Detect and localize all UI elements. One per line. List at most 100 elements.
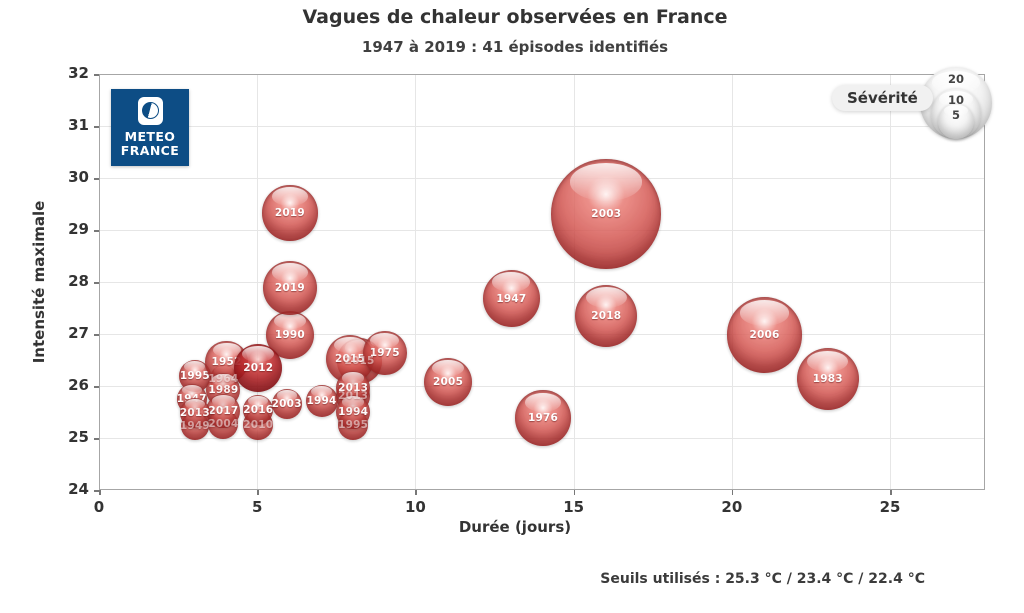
legend-size-circle-5	[938, 103, 974, 139]
x-tick-label-15: 15	[563, 498, 585, 516]
bubble-1947: 1947	[482, 269, 541, 328]
gridline-x-20	[731, 75, 733, 489]
bubble-label-faint: 1995	[338, 418, 369, 431]
gridline-x-10	[415, 75, 417, 489]
bubble-label: 2012	[243, 361, 274, 374]
bubble-label: 2003	[271, 398, 302, 411]
chart-title: Vagues de chaleur observées en France	[302, 6, 728, 28]
y-tick-label-29: 29	[68, 220, 89, 238]
bubble-label: 1952	[211, 356, 242, 369]
y-tick-label-30: 30	[68, 168, 89, 186]
bubble-label: 1989	[208, 384, 239, 397]
bubble-2006: 2006	[726, 297, 802, 373]
x-tick-label-10: 10	[404, 498, 426, 516]
bubble-2016: 2016	[243, 394, 274, 425]
y-tick-29	[94, 230, 99, 232]
meteo-france-icon	[137, 96, 163, 125]
logo-line2: FRANCE	[120, 143, 180, 158]
bubble-1983: 1983	[796, 348, 859, 411]
y-tick-label-31: 31	[68, 116, 89, 134]
x-tick-label-25: 25	[879, 498, 901, 516]
bubble-label: 2006	[749, 328, 780, 341]
logo-line1: METEO	[124, 128, 176, 144]
x-tick-0	[99, 490, 101, 495]
y-axis-label: Intensité maximale	[30, 200, 48, 364]
y-tick-28	[94, 282, 99, 284]
y-tick-26	[94, 386, 99, 388]
bubble-label: 2013	[179, 406, 210, 419]
bubble-label: 2019	[274, 206, 305, 219]
bubble-label: 1976	[527, 412, 558, 425]
gridline-y-29	[100, 230, 984, 231]
bubble-2003: 2003	[551, 158, 662, 269]
y-tick-label-32: 32	[68, 64, 89, 82]
x-tick-15	[573, 490, 576, 495]
legend-size-value-10: 10	[947, 93, 965, 108]
x-tick-label-5: 5	[251, 498, 263, 516]
bubble-1975: 1975	[362, 331, 407, 376]
x-tick-10	[415, 490, 417, 495]
bubble-label: 2015	[334, 352, 365, 365]
bubble-2019: 2019	[262, 185, 318, 241]
bubble-2012: 2012	[234, 343, 283, 392]
bubble-2017: 2017	[206, 393, 241, 428]
bubble-label-faint: 1964	[208, 373, 239, 386]
gridline-x-25	[890, 75, 892, 489]
x-tick-5	[257, 490, 259, 495]
bubble-label: 2016	[243, 403, 274, 416]
bubble-label: 2005	[433, 375, 464, 388]
x-tick-label-0: 0	[93, 498, 105, 516]
gridline-y-28	[100, 282, 984, 283]
y-tick-label-25: 25	[68, 428, 89, 446]
bubble-label: 1994	[306, 395, 337, 408]
legend-size-value-20: 20	[947, 72, 965, 87]
bubble-label-faint: 2013	[338, 389, 369, 402]
gridline-y-31	[100, 126, 984, 127]
bubble-label-faint: 2015	[344, 355, 375, 367]
meteo-france-logo: METEO FRANCE	[111, 89, 189, 166]
bubble-label-faint: 2010	[243, 418, 274, 431]
y-tick-30	[94, 178, 99, 180]
bubble-label: 1994	[338, 405, 369, 418]
bubble-label: 1995	[179, 370, 210, 383]
bubble-label: 1983	[812, 373, 843, 386]
bubble-label: 2018	[591, 309, 622, 322]
legend-size-value-5: 5	[951, 108, 961, 123]
bubble-label-faint: 2004	[208, 417, 239, 430]
x-axis-label: Durée (jours)	[458, 518, 572, 536]
bubble-1994: 1994	[305, 385, 338, 418]
plot-area: METEO FRANCE 199519521947198920172013199…	[99, 74, 985, 490]
chart-subtitle: 1947 à 2019 : 41 épisodes identifiés	[361, 38, 669, 56]
y-tick-label-28: 28	[68, 272, 89, 290]
bubble-1994: 1994	[336, 394, 371, 429]
gridline-y-26	[100, 386, 984, 387]
gridline-x-15	[573, 75, 575, 489]
y-tick-32	[94, 74, 99, 76]
bubble-1976: 1976	[515, 390, 571, 446]
x-tick-20	[731, 490, 734, 495]
severity-legend-label: Sévérité	[832, 85, 933, 111]
bubble-label: 1947	[496, 292, 527, 305]
globe-icon	[141, 102, 159, 120]
bubble-label: 2003	[591, 207, 622, 220]
y-tick-label-26: 26	[68, 376, 89, 394]
y-tick-31	[94, 126, 99, 128]
y-tick-label-27: 27	[68, 324, 89, 342]
bubble-2013: 2013	[180, 398, 210, 428]
y-tick-27	[94, 334, 99, 336]
y-tick-24	[94, 490, 99, 492]
bubble-2018: 2018	[575, 284, 638, 347]
x-tick-25	[890, 490, 892, 495]
bubble-2019: 2019	[262, 261, 317, 316]
gridline-y-27	[100, 334, 984, 335]
bubble-label: 1990	[274, 329, 305, 341]
bubble-2005: 2005	[424, 357, 473, 406]
gridline-y-30	[100, 178, 984, 179]
bubble-1990: 1990	[265, 311, 314, 359]
y-tick-25	[94, 438, 99, 440]
thresholds-note: Seuils utilisés : 25.3 °C / 23.4 °C / 22…	[600, 571, 925, 587]
x-tick-label-20: 20	[721, 498, 743, 516]
gridline-x-5	[257, 75, 259, 489]
bubble-label: 2017	[208, 404, 239, 417]
